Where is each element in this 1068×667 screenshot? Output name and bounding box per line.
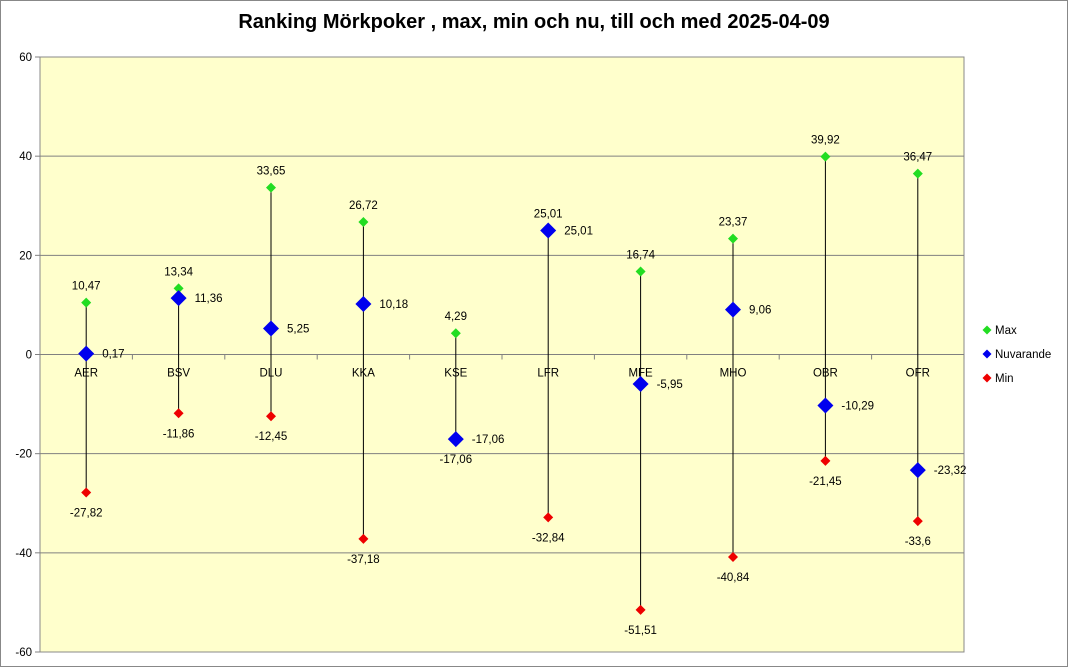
category-label: MFE xyxy=(628,368,653,380)
max-label: 26,72 xyxy=(349,200,378,212)
current-label: 5,25 xyxy=(287,323,309,335)
category-label: KSE xyxy=(444,368,467,380)
max-label: 23,37 xyxy=(719,217,748,229)
current-marker xyxy=(725,301,741,318)
legend-label: Nuvarande xyxy=(995,349,1051,361)
category-label: OBR xyxy=(813,368,838,380)
max-label: 13,34 xyxy=(164,266,193,278)
max-label: 33,65 xyxy=(257,166,286,178)
current-label: -10,29 xyxy=(841,401,874,413)
category-label: KKA xyxy=(352,368,375,380)
max-label: 10,47 xyxy=(72,281,101,293)
current-marker xyxy=(78,345,95,362)
min-label: -40,84 xyxy=(717,572,750,584)
max-marker xyxy=(81,297,92,308)
max-marker xyxy=(450,328,461,339)
current-label: 9,06 xyxy=(749,305,771,317)
current-marker xyxy=(447,431,464,448)
current-label: -23,32 xyxy=(934,465,967,477)
min-label: -32,84 xyxy=(532,532,565,544)
legend-marker xyxy=(982,349,992,359)
category-label: MHO xyxy=(720,368,747,380)
current-marker xyxy=(263,320,279,337)
current-label: 0,17 xyxy=(102,349,124,361)
max-marker xyxy=(728,233,738,244)
category-label: LFR xyxy=(537,368,559,380)
category-label: BSV xyxy=(167,368,190,380)
min-label: -21,45 xyxy=(809,476,842,488)
min-label: -11,86 xyxy=(163,428,195,440)
max-label: 16,74 xyxy=(626,249,655,261)
y-tick-label: 0 xyxy=(26,350,32,362)
current-marker xyxy=(817,397,834,414)
category-label: DLU xyxy=(259,368,282,380)
legend-marker xyxy=(982,325,992,335)
max-marker xyxy=(820,151,831,162)
min-marker xyxy=(81,487,92,498)
current-marker xyxy=(355,296,372,313)
legend-label: Max xyxy=(995,325,1017,337)
category-label: OFR xyxy=(906,368,930,380)
current-marker xyxy=(632,376,649,393)
y-tick-label: -60 xyxy=(15,647,32,659)
max-label: 4,29 xyxy=(445,311,467,323)
min-label: -33,6 xyxy=(905,536,931,548)
current-marker xyxy=(909,462,926,479)
legend-marker xyxy=(982,373,992,383)
max-marker xyxy=(912,168,923,179)
min-marker xyxy=(820,455,831,466)
y-tick-label: -20 xyxy=(15,449,32,461)
legend-label: Min xyxy=(995,373,1014,385)
current-label: -17,06 xyxy=(472,434,505,446)
current-marker xyxy=(170,290,187,307)
category-label: AER xyxy=(74,368,98,380)
max-marker xyxy=(635,266,646,277)
min-label: -12,45 xyxy=(255,431,288,443)
y-tick-label: -40 xyxy=(15,548,32,560)
current-label: 11,36 xyxy=(195,293,223,305)
max-label: 36,47 xyxy=(903,152,932,164)
current-label: 10,18 xyxy=(379,299,408,311)
min-marker xyxy=(635,604,646,615)
max-label: 25,01 xyxy=(534,208,563,220)
chart-title: Ranking Mörkpoker , max, min och nu, til… xyxy=(238,11,830,33)
y-tick-label: 60 xyxy=(19,52,32,64)
min-marker xyxy=(543,512,554,523)
min-marker xyxy=(728,551,738,562)
current-label: 25,01 xyxy=(564,225,593,237)
min-marker xyxy=(173,408,184,419)
min-marker xyxy=(266,411,276,422)
y-tick-label: 40 xyxy=(19,151,32,163)
current-label: -5,95 xyxy=(657,379,683,391)
max-marker xyxy=(266,182,276,193)
max-marker xyxy=(358,217,369,228)
min-label: -17,06 xyxy=(439,454,472,466)
current-marker xyxy=(540,222,557,239)
y-tick-label: 20 xyxy=(19,250,32,262)
min-marker xyxy=(912,516,923,527)
min-label: -37,18 xyxy=(347,554,380,566)
max-marker xyxy=(173,283,184,294)
min-label: -27,82 xyxy=(70,507,103,519)
max-label: 39,92 xyxy=(811,135,840,147)
min-marker xyxy=(358,533,369,544)
min-label: -51,51 xyxy=(624,625,657,637)
